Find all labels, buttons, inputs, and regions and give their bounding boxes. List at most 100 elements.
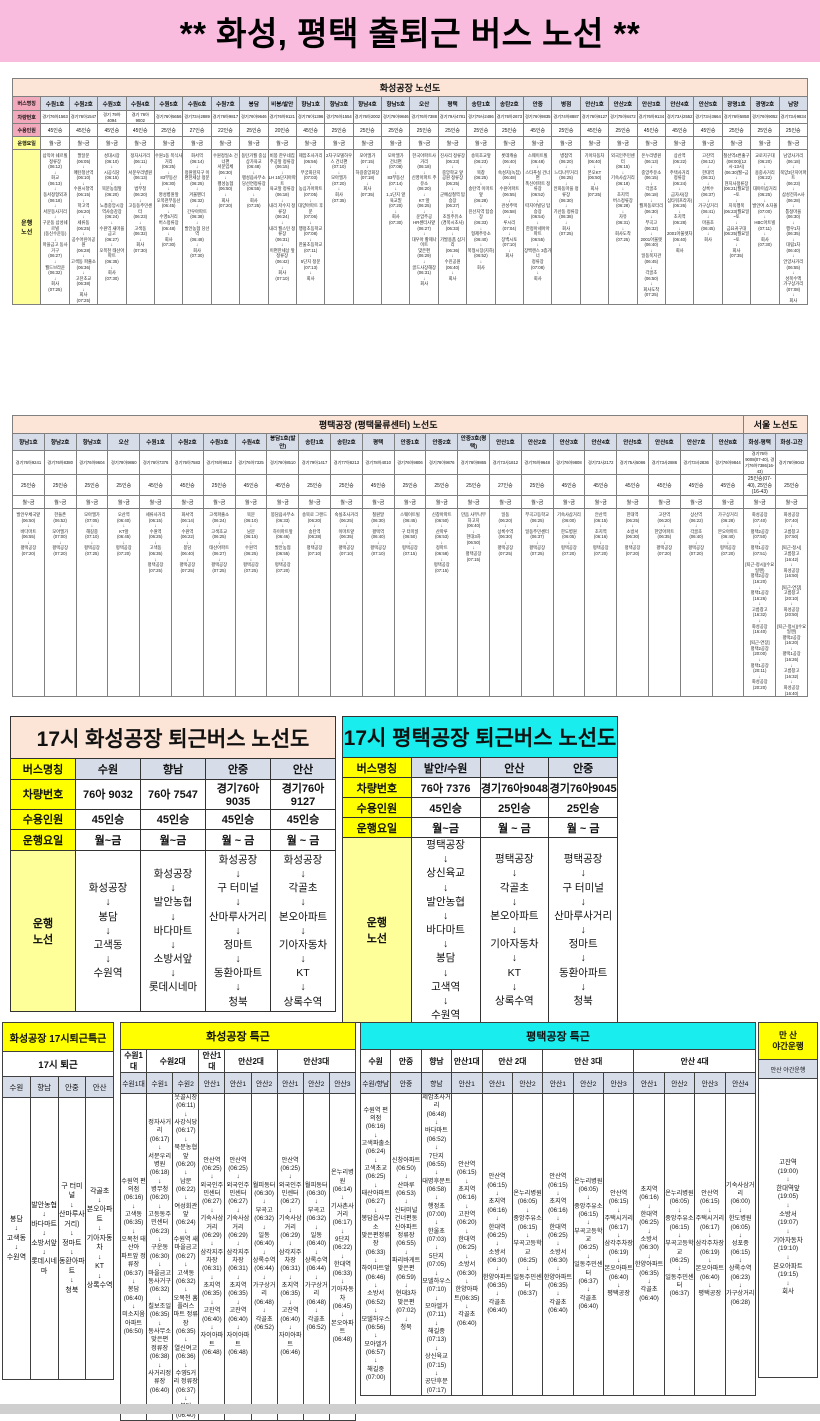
route-cell: 가구상거리 (06:28) ↓ 본오아파트 (06:40) ↓ 평택공장 (07… (711, 507, 745, 698)
days-cell: 월~금 (210, 136, 241, 150)
vehicle-cell: 경기73사2889 (182, 110, 212, 124)
row-label-route: 운행 노선 (11, 149, 42, 305)
route-cell: 발안농협 ↓ 바다마트 ↓ 소방서앞 ↓ 롯데시네마 (29, 1097, 59, 1380)
days-cell: 월~금 (170, 495, 204, 509)
route-cell: 수원역 편의점 (06:16) ↓ 고색동 (06:35) ↓ 오목천 태산아 … (119, 1092, 148, 1421)
capacity-cell: 45인승 (523, 123, 553, 137)
col-name: 수원/향남 (359, 1072, 392, 1094)
name-cell: 안중 (548, 757, 618, 778)
name-cell: 수원6호 (182, 96, 212, 111)
group-header: 안중 (390, 1049, 422, 1073)
name-cell: 안산5호 (693, 96, 723, 111)
bottom-scrollbar[interactable] (0, 1404, 820, 1414)
group-header: 안산1대 (198, 1049, 226, 1073)
row-label-days: 운행요일 (10, 829, 76, 851)
days-cell: 월~금 (267, 136, 297, 150)
vehicle-cell: 경기76아9646 (239, 110, 269, 124)
name-cell: 수원7호 (210, 96, 241, 111)
route-cell: 화성공장 (07:40) ↓ 고름창고 (07:50) [퇴근-정시] 고름창고… (775, 507, 808, 698)
name-cell: 수원2호 (170, 433, 204, 451)
col-name: 수원2 (172, 1072, 200, 1094)
days-cell: 월~금 (361, 495, 395, 509)
capacity-cell: 25인승 (775, 474, 808, 496)
route-cell: 화성공장 ↓ 구 터미널 ↓ 산마루사거리 ↓ 정마트 ↓ 동환아파트 ↓ 청북 (205, 849, 271, 1013)
route-cell: 고색파출소 (06:24) ↓ 고색초교 (06:25) ↓ 태산아파트 (06… (202, 507, 236, 698)
days-cell: 월~금 (329, 495, 363, 509)
name-cell: 봉담 (239, 96, 269, 111)
days-cell: 월~금 (97, 136, 127, 150)
vehicle-cell: 경기76아9817 (210, 110, 241, 124)
days-cell: 월~금 (352, 136, 383, 150)
days-cell: 월~금 (139, 495, 172, 509)
route-cell: 상산역 (06:22) ↓ 주택사거리 정류장 (06:24) ↓ 금자사(장 … (664, 149, 695, 305)
name-cell: 오산 (107, 433, 141, 451)
route-cell: 한들촌 (06:52) ↓ 모아엘가 (07:00) ↓ 평택공장 (07:20… (43, 507, 77, 698)
name-cell: 송탄2호 (494, 96, 525, 111)
capacity-cell: 20인승 (267, 123, 297, 137)
route-cell: 온누리병원 (06:05) ↓ 중앙주유소 (06:15) ↓ 부곡고등학교 (… (572, 1093, 605, 1396)
capacity-cell: 25인승 (457, 474, 490, 496)
col-name: 안산3 (328, 1072, 357, 1094)
days-cell: 월~금 (743, 495, 777, 509)
capacity-cell: 45인승 (664, 123, 695, 137)
name-cell: 향남5호 (381, 96, 411, 111)
name-cell: 화성-평택 (743, 433, 777, 451)
days-cell: 월~금 (75, 829, 141, 851)
name-cell: 수원3호 (97, 96, 127, 111)
route-cell: 수원1동 목식사거리 (06:25) ↓ 83부동산 (06:30) ↓ 명성병… (153, 149, 184, 305)
days-cell: 월~금 (775, 495, 808, 509)
route-cell: 스웨이트빌 (06:45) ↓ 구 터미널 (06:50) ↓ 평택공장 (07… (393, 507, 427, 698)
name-cell: 안산3호 (552, 433, 586, 451)
days-cell: 월~금 (711, 495, 745, 509)
vehicle-cell: 경기76아1547 (68, 110, 99, 124)
route-cell: 고잔역 (19:00) ↓ 한대역앞 (19:05) ↓ 소방서 (19:07)… (758, 1078, 818, 1378)
vehicle-cell: 경기76아8380 (43, 450, 77, 475)
route-cell: 화성공장 ↓ 봉담 ↓ 고색동 ↓ 수원역 (75, 849, 141, 1013)
capacity-cell: 45인승 (125, 123, 155, 137)
capacity-cell: 25인승 (409, 123, 439, 137)
vehicle-cell: 경기75사5086 (616, 450, 649, 475)
name-cell: 안중 (523, 96, 553, 111)
name-cell: 수원1호 (139, 433, 172, 451)
hw-special17-table: 화성공장 17시퇴근특근 17시 퇴근 수원 향남 안중 안산 봉담 ↓ 고색동 ↓ 수원역… (2, 1022, 114, 1380)
row-label-capacity: 수용인원 (11, 123, 42, 137)
days-cell: 월~금 (552, 495, 586, 509)
capacity-cell: 45인승 (97, 123, 127, 137)
col-name: 안중 (57, 1076, 87, 1098)
vehicle-cell: 경기76아7376 (139, 450, 172, 475)
vehicle-cell: 경기73사9834 (778, 110, 809, 124)
capacity-cell: 45인승 (270, 808, 336, 831)
capacity-cell: 25인승 (479, 797, 550, 818)
hw17-table-wrap: 17시 화성공장 퇴근버스 노선도 버스명칭 수원 향남 안중 안산 차량번호 76아 903… (10, 715, 336, 1013)
row-label-route: 운행 노선 (10, 849, 76, 1013)
days-cell: 월~금 (239, 136, 269, 150)
capacity-cell: 25인승 (494, 123, 525, 137)
route-cell: 정자사거리 (06:11) ↓ 서문우리병원 (06:13) ↓ 법무청 (06… (125, 149, 155, 305)
vehicle-cell: 경기76아1563 (40, 110, 70, 124)
days-cell: 월~금 (437, 136, 468, 150)
name-cell: 안산4호 (584, 433, 618, 451)
capacity-cell: 22인승 (210, 123, 241, 137)
name-cell: 안중3호(평택) (457, 433, 490, 451)
route-cell: 북문 (06:10) ↓ 남문 (06:15) ↓ 수원역 (06:25) ↓ … (234, 507, 268, 698)
capacity-cell: 25인승 (329, 474, 363, 496)
name-cell: 향남 (140, 758, 206, 780)
capacity-cell: 45인승 (205, 808, 271, 831)
days-cell: 월~금 (12, 495, 45, 509)
days-cell: 월~금 (520, 495, 554, 509)
row-label-name: 버스명칭 (11, 96, 42, 111)
row-label-vehicle: 차량번호 (10, 778, 76, 810)
capacity-cell: 25인승 (721, 123, 752, 137)
vehicle-cell: 경기76아9808 (552, 450, 586, 475)
route-cell: 평택공장 ↓ 구 터미널 ↓ 산마루사거리 ↓ 정마트 ↓ 동환아파트 ↓ 청북 (548, 836, 618, 1024)
capacity-cell: 45인승 (266, 474, 300, 496)
table-title: 화성공장 17시퇴근특근 (2, 1022, 114, 1052)
hw17-table: 17시 화성공장 퇴근버스 노선도 버스명칭 수원 향남 안중 안산 차량번호 76아 903… (10, 715, 336, 1013)
capacity-cell: 25인승 (466, 123, 496, 137)
vehicle-cell: 경기76아9127 (579, 110, 610, 124)
vehicle-cell: 경기76아5656 (153, 110, 184, 124)
vehicle-cell: 경기76아2002 (352, 110, 383, 124)
name-cell: 안중 (205, 758, 271, 780)
days-cell: 월~금 (295, 136, 326, 150)
ansan-night-table-wrap: 만 산 야간운행 안산 야간운행 고잔역 (19:00) ↓ 한대역앞 (19:05… (758, 1022, 818, 1378)
